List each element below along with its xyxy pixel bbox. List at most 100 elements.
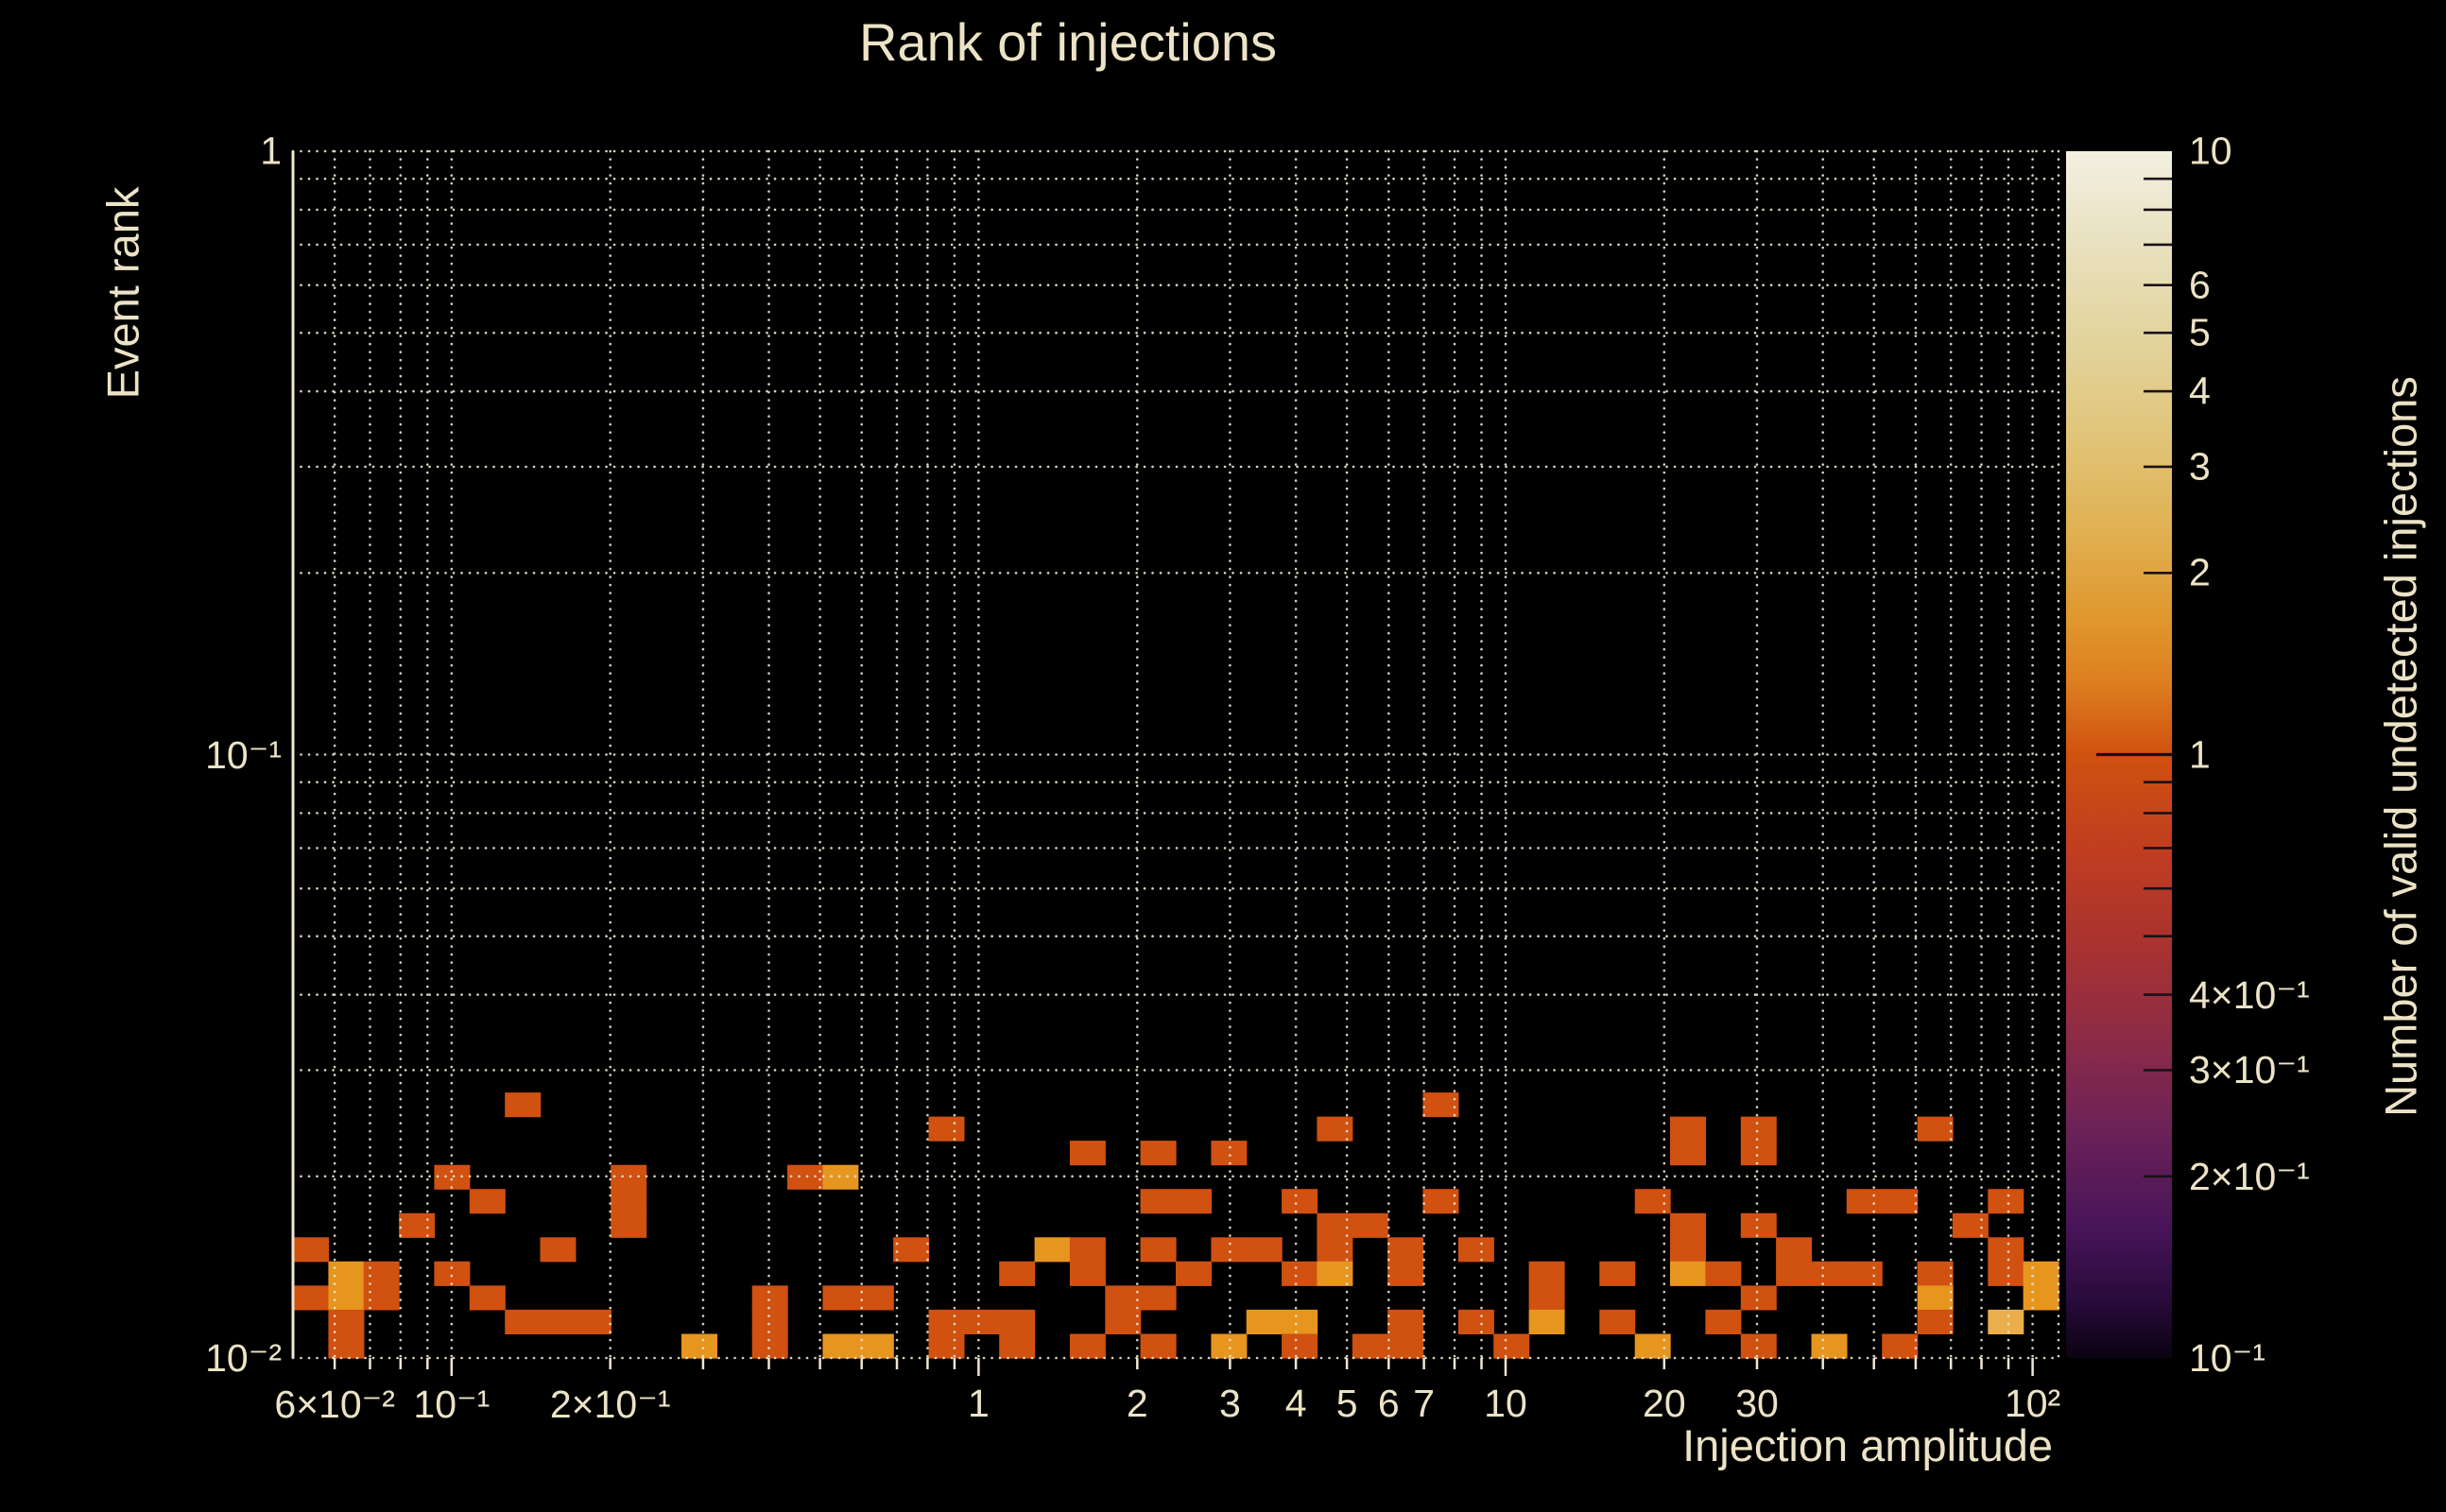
heatmap-cell	[1740, 1333, 1777, 1359]
heatmap-cell	[928, 1116, 965, 1142]
heatmap-cell	[1069, 1237, 1106, 1263]
heatmap-cell	[1105, 1285, 1142, 1311]
heatmap-cell	[434, 1261, 471, 1286]
heatmap-cell	[1352, 1212, 1388, 1238]
x-axis-ticks	[333, 1358, 2034, 1376]
heatmap-cell	[963, 1309, 1000, 1334]
heatmap-cell	[1069, 1333, 1106, 1359]
heatmap-cell	[1457, 1237, 1494, 1263]
y-tick-label: 10⁻¹	[205, 732, 282, 777]
colorbar-tick-label: 3×10⁻¹	[2189, 1048, 2310, 1092]
heatmap-cell	[1387, 1333, 1424, 1359]
colorbar-tick-label: 2×10⁻¹	[2189, 1154, 2310, 1198]
heatmap-cell	[1528, 1285, 1565, 1311]
heatmap-cell	[2023, 1261, 2059, 1286]
colorbar-tick-label: 2	[2189, 550, 2211, 594]
heatmap-cell	[1740, 1285, 1777, 1311]
heatmap-cell	[999, 1333, 1036, 1359]
heatmap-cell	[328, 1333, 365, 1359]
colorbar-tick-label: 10⁻¹	[2189, 1336, 2265, 1380]
heatmap-cell	[1670, 1212, 1706, 1238]
heatmap-cell	[1282, 1309, 1318, 1334]
heatmap-cell	[751, 1333, 788, 1359]
heatmap-cell	[999, 1309, 1036, 1334]
heatmap-cell	[1846, 1261, 1883, 1286]
heatmap-cell	[540, 1309, 577, 1334]
heatmap-cell	[1317, 1116, 1353, 1142]
x-tick-label: 10²	[2004, 1382, 2061, 1425]
heatmap-cell	[1882, 1333, 1919, 1359]
colorbar-tick-label: 1	[2189, 732, 2211, 776]
colorbar-ticks	[2096, 177, 2172, 1178]
heatmap-cell	[540, 1237, 577, 1263]
heatmap-cell	[399, 1212, 436, 1238]
heatmap-cell	[1846, 1189, 1883, 1214]
heatmap-cell	[469, 1189, 506, 1214]
heatmap-cell	[1069, 1141, 1106, 1166]
heatmap-cell	[1528, 1309, 1565, 1334]
heatmap-cell	[1211, 1237, 1248, 1263]
colorbar-tick-label: 4	[2189, 369, 2211, 413]
heatmap-cell	[1988, 1261, 2024, 1286]
heatmap-cell	[1282, 1333, 1318, 1359]
heatmap-cell	[822, 1333, 859, 1359]
heatmap-cell	[1176, 1261, 1212, 1286]
x-tick-label: 2×10⁻¹	[549, 1383, 671, 1426]
heatmap-cell	[469, 1285, 506, 1311]
heatmap-cell	[1317, 1212, 1353, 1238]
heatmap-cell	[1776, 1261, 1813, 1286]
heatmap-cell	[1988, 1309, 2024, 1334]
y-tick-label: 10⁻²	[205, 1336, 282, 1380]
heatmap-cell	[1670, 1141, 1706, 1166]
x-tick-label: 7	[1413, 1382, 1436, 1425]
heatmap-cell	[1740, 1141, 1777, 1166]
heatmap-cell	[1705, 1261, 1742, 1286]
heatmap-cell	[1422, 1189, 1459, 1214]
heatmap-cell	[1917, 1285, 1954, 1311]
heatmap-cell	[1140, 1285, 1177, 1311]
heatmap-cell	[611, 1189, 647, 1214]
heatmap-cell	[1140, 1237, 1177, 1263]
x-axis-title: Injection amplitude	[1682, 1420, 2053, 1470]
heatmap-cell	[1105, 1309, 1142, 1334]
x-tick-label: 1	[968, 1382, 990, 1425]
x-tick-label: 4	[1284, 1382, 1307, 1425]
heatmap-cell	[1599, 1309, 1636, 1334]
heatmap-cell	[1246, 1237, 1283, 1263]
heatmap-cell	[1140, 1189, 1177, 1214]
heatmap-cell	[928, 1333, 965, 1359]
heatmap-cell	[1670, 1116, 1706, 1142]
heatmap-cell	[1176, 1189, 1212, 1214]
heatmap-cell	[1457, 1309, 1494, 1334]
colorbar-tick-label: 4×10⁻¹	[2189, 972, 2310, 1017]
heatmap-cell	[1776, 1237, 1813, 1263]
x-tick-label: 5	[1335, 1382, 1358, 1425]
heatmap-cell	[1140, 1141, 1177, 1166]
heatmap-cell	[328, 1261, 365, 1286]
heatmap-cell	[1882, 1189, 1919, 1214]
heatmap-cell	[1387, 1237, 1424, 1263]
heatmap-cell	[1211, 1333, 1248, 1359]
heatmap-cell	[787, 1164, 823, 1190]
x-tick-label: 10⁻¹	[413, 1383, 491, 1426]
heatmap-cell	[1599, 1261, 1636, 1286]
chart-title: Rank of injections	[858, 12, 1278, 72]
colorbar-tick-label: 6	[2189, 263, 2211, 307]
heatmap-cell	[1740, 1212, 1777, 1238]
heatmap-cell	[1917, 1309, 1954, 1334]
heatmap-cell	[1493, 1333, 1530, 1359]
x-tick-label: 6	[1377, 1382, 1400, 1425]
heatmap-cell	[1387, 1261, 1424, 1286]
heatmap-cell	[999, 1261, 1036, 1286]
heatmap-cell	[1670, 1237, 1706, 1263]
y-axis-title: Event rank	[97, 186, 148, 400]
colorbar-tick-label: 5	[2189, 310, 2211, 354]
heatmap-cell	[751, 1309, 788, 1334]
heatmap-cell	[1740, 1116, 1777, 1142]
heatmap-cell	[681, 1333, 717, 1359]
heatmap-cell	[1917, 1261, 1954, 1286]
heatmap-cell	[363, 1285, 400, 1311]
heatmap-cell	[293, 1285, 329, 1311]
heatmap-cell	[1528, 1261, 1565, 1286]
x-tick-label: 10	[1484, 1382, 1527, 1425]
